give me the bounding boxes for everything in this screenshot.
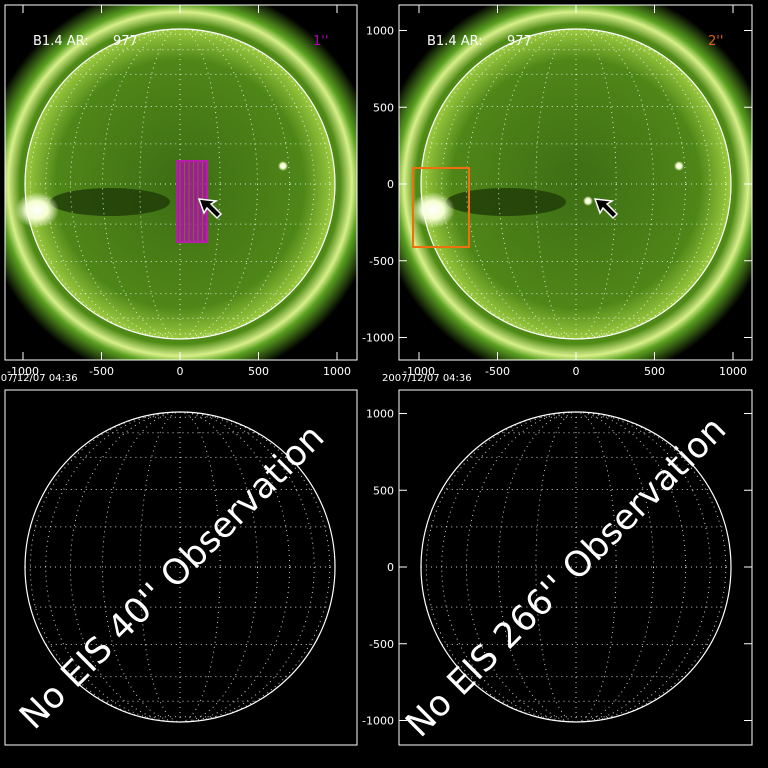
resolution-label: 1'' — [313, 34, 328, 49]
x-tick-label: 0 — [573, 365, 580, 378]
bright-point — [674, 161, 684, 171]
panel — [399, 5, 752, 360]
header: B1.4 AR: — [33, 34, 89, 49]
x-tick-label: 1000 — [323, 365, 351, 378]
meridian — [69, 28, 291, 340]
x-tick-label: 0 — [177, 365, 184, 378]
region-number: 977 — [113, 34, 138, 49]
meridian — [45, 411, 315, 723]
y-tick-label: -500 — [369, 638, 394, 651]
meridian — [465, 28, 687, 340]
meridian — [45, 28, 315, 340]
y-tick-label: 1000 — [366, 25, 394, 38]
meridian — [498, 28, 654, 340]
limb — [24, 411, 336, 723]
meridian — [441, 411, 711, 723]
frame — [4, 389, 358, 746]
pointer-arrow — [197, 198, 223, 220]
y-tick-label: -1000 — [362, 332, 394, 345]
x-tick-label: -1000 — [403, 365, 435, 378]
meridian — [102, 411, 258, 723]
active-region — [15, 192, 59, 228]
y-tick-label: 1000 — [366, 408, 394, 421]
x-tick-label: -1000 — [7, 365, 39, 378]
panel — [24, 411, 336, 723]
active-region — [411, 192, 455, 228]
meridian — [425, 411, 727, 723]
eis-raster-box — [412, 167, 470, 248]
y-tick-label: 0 — [387, 178, 394, 191]
y-tick-label: 500 — [373, 101, 394, 114]
header: B1.4 AR: — [427, 34, 483, 49]
panel — [420, 411, 732, 723]
frame — [4, 4, 358, 361]
resolution-label: 2'' — [708, 34, 723, 49]
pointer-arrow — [593, 198, 619, 220]
date: 2007/12/07 04:36 — [0, 373, 78, 384]
y-tick-label: -1000 — [362, 715, 394, 728]
y-tick-label: -500 — [369, 255, 394, 268]
x-tick-label: 500 — [248, 365, 269, 378]
dark-filament — [50, 188, 170, 216]
meridian — [425, 28, 727, 340]
meridian — [498, 411, 654, 723]
x-tick-label: -500 — [89, 365, 114, 378]
x-tick-label: 500 — [644, 365, 665, 378]
panel — [5, 5, 357, 360]
x-tick-label: -500 — [485, 365, 510, 378]
y-tick-label: 0 — [387, 561, 394, 574]
bright-point — [278, 161, 288, 171]
limb — [24, 28, 336, 340]
meridian — [29, 411, 331, 723]
meridian — [69, 411, 291, 723]
region-number: 977 — [507, 34, 532, 49]
meridian — [29, 28, 331, 340]
x-tick-label: 1000 — [719, 365, 747, 378]
y-tick-label: 500 — [373, 484, 394, 497]
bright-point — [583, 196, 593, 206]
limb — [420, 411, 732, 723]
meridian — [102, 28, 258, 340]
limb — [420, 28, 732, 340]
dark-filament — [446, 188, 566, 216]
date: 2007/12/07 04:36 — [382, 373, 472, 384]
meridian — [441, 28, 711, 340]
meridian — [465, 411, 687, 723]
